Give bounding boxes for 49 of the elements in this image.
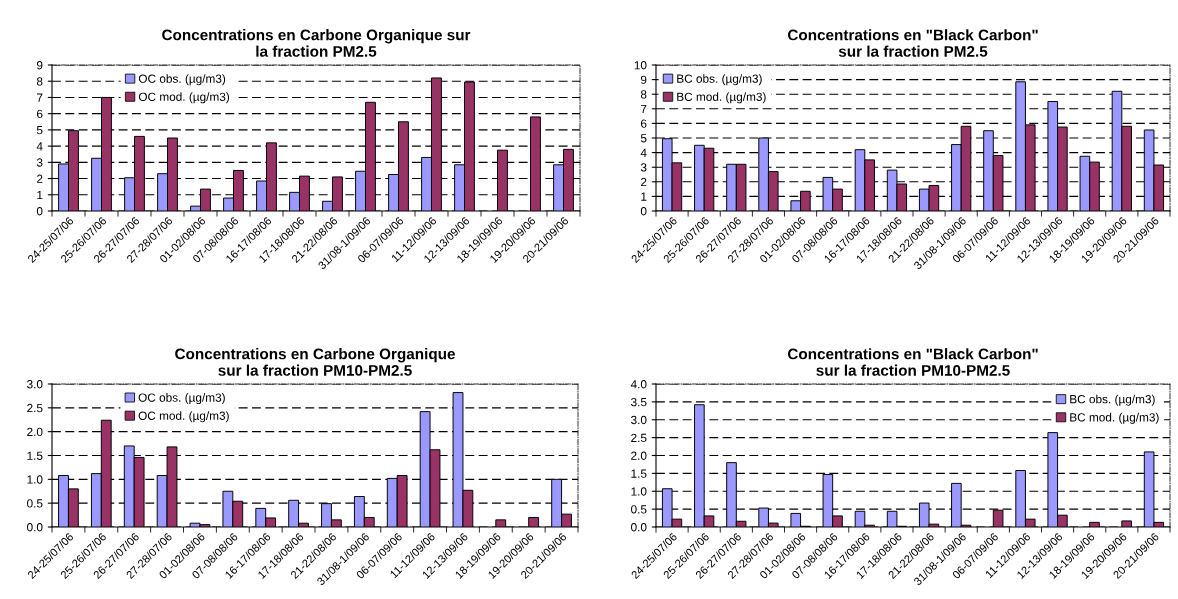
legend-label: OC obs. (µg/m3) xyxy=(138,74,226,86)
y-tick-label: 4 xyxy=(36,142,43,151)
legend-label: BC mod. (µg/m3) xyxy=(1070,412,1159,424)
y-tick-label: 7 xyxy=(37,93,43,102)
y-tick-label: 1 xyxy=(37,190,43,200)
y-tick-label: 1.0 xyxy=(27,475,43,484)
y-tick-label: 0.0 xyxy=(27,523,43,532)
y-tick-label: 2 xyxy=(37,174,43,183)
y-tick-label: 8 xyxy=(36,77,43,86)
chart-title: Concentrations en Carbone Organique sur la fraction PM2.5 xyxy=(162,29,471,57)
legend-label: OC mod. (µg/m3) xyxy=(138,92,230,104)
y-tick-label: 3.0 xyxy=(631,415,647,425)
y-tick-label: 1 xyxy=(641,192,647,201)
y-tick-label: 3 xyxy=(640,163,647,172)
y-tick-label: 2.5 xyxy=(631,433,647,443)
y-tick-label: 4.0 xyxy=(630,380,647,389)
y-tick-label: 2.5 xyxy=(27,403,43,413)
legend-label: OC obs. (µg/m3) xyxy=(138,393,225,405)
legend-label: BC obs. (µg/m3) xyxy=(677,74,762,86)
y-tick-label: 2 xyxy=(641,177,647,187)
y-tick-label: 10 xyxy=(634,61,647,70)
chart-title: Concentrations en "Black Carbon" sur la fraction PM10-PM2.5 xyxy=(787,348,1038,376)
y-tick-label: 5 xyxy=(36,126,43,135)
y-tick-label: 8 xyxy=(640,90,647,99)
y-tick-label: 4 xyxy=(640,148,647,157)
y-tick-label: 3.5 xyxy=(631,397,647,407)
y-tick-label: 3 xyxy=(36,158,43,167)
y-tick-label: 0 xyxy=(640,207,647,216)
y-tick-label: 6 xyxy=(641,119,647,128)
chart-title: Concentrations en Carbone Organique sur la fraction PM10-PM2.5 xyxy=(175,348,455,376)
legend-label: OC mod. (µg/m3) xyxy=(138,411,229,423)
y-tick-label: 1.0 xyxy=(631,487,647,496)
y-tick-label: 0.5 xyxy=(631,505,647,514)
y-tick-label: 2.0 xyxy=(631,451,647,460)
legend-label: BC mod. (µg/m3) xyxy=(677,92,766,104)
y-tick-label: 0.5 xyxy=(27,499,43,508)
y-tick-label: 5 xyxy=(640,134,647,143)
y-tick-label: 1.5 xyxy=(27,451,43,460)
y-tick-label: 2.0 xyxy=(27,427,43,437)
chart-title: Concentrations en "Black Carbon" sur la fraction PM2.5 xyxy=(787,29,1038,57)
y-tick-label: 7 xyxy=(641,104,647,114)
y-tick-label: 3.0 xyxy=(27,380,43,389)
y-tick-label: 9 xyxy=(36,61,43,70)
y-tick-label: 0.0 xyxy=(631,523,647,532)
y-tick-label: 6 xyxy=(37,109,43,119)
y-tick-label: 1.5 xyxy=(631,469,647,478)
y-tick-label: 0 xyxy=(36,207,43,216)
y-tick-label: 9 xyxy=(640,75,647,84)
legend-label: BC obs. (µg/m3) xyxy=(1070,394,1155,406)
